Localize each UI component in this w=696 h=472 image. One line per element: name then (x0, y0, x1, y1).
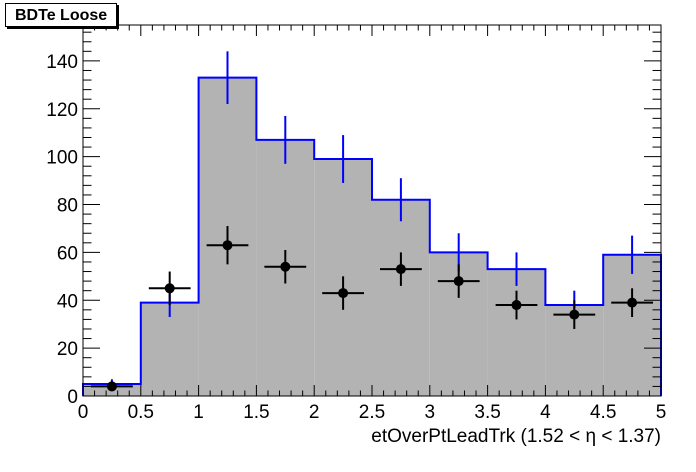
x-tick-label: 0 (78, 402, 89, 423)
data-point (453, 276, 464, 287)
y-tick-label: 40 (57, 291, 78, 312)
y-tick-label: 140 (46, 52, 78, 73)
histogram-fill (83, 77, 661, 396)
data-point (511, 300, 522, 311)
axis-ticks (82, 25, 662, 397)
data-point (338, 288, 349, 299)
y-tick-label: 80 (57, 196, 78, 217)
histogram-bar (487, 269, 546, 396)
data-point (569, 309, 580, 320)
histogram-bar (140, 302, 199, 396)
x-axis-label: etOverPtLeadTrk (1.52 < η < 1.37) (371, 426, 661, 447)
data-point (164, 283, 175, 294)
x-tick-label: 3 (425, 402, 436, 423)
x-tick-labels: 0 0.5 1 1.5 2 2.5 3 3.5 4 4.5 5 (78, 402, 667, 423)
histogram-bar (603, 254, 661, 396)
x-tick-label: 1.5 (243, 402, 269, 423)
y-tick-label: 100 (46, 148, 78, 169)
chart-title: BDTe Loose (5, 3, 118, 27)
x-tick-label: 4 (540, 402, 551, 423)
data-point (106, 381, 117, 392)
data-point (395, 264, 406, 275)
x-tick-label: 3.5 (474, 402, 500, 423)
x-tick-label: 1 (193, 402, 204, 423)
histogram-bar (372, 199, 430, 396)
y-tick-label: 0 (67, 387, 78, 408)
data-point (627, 297, 638, 308)
data-points (91, 226, 653, 392)
y-tick-label: 120 (46, 100, 78, 121)
x-tick-label: 5 (656, 402, 667, 423)
x-tick-label: 2.5 (359, 402, 385, 423)
x-tick-label: 0.5 (128, 402, 154, 423)
y-tick-labels: 0 20 40 60 80 100 120 140 (46, 52, 78, 408)
data-point (222, 240, 233, 251)
y-tick-label: 20 (57, 339, 78, 360)
y-tick-label: 60 (57, 243, 78, 264)
x-tick-label: 4.5 (590, 402, 616, 423)
x-tick-label: 2 (309, 402, 320, 423)
data-point (280, 261, 291, 272)
